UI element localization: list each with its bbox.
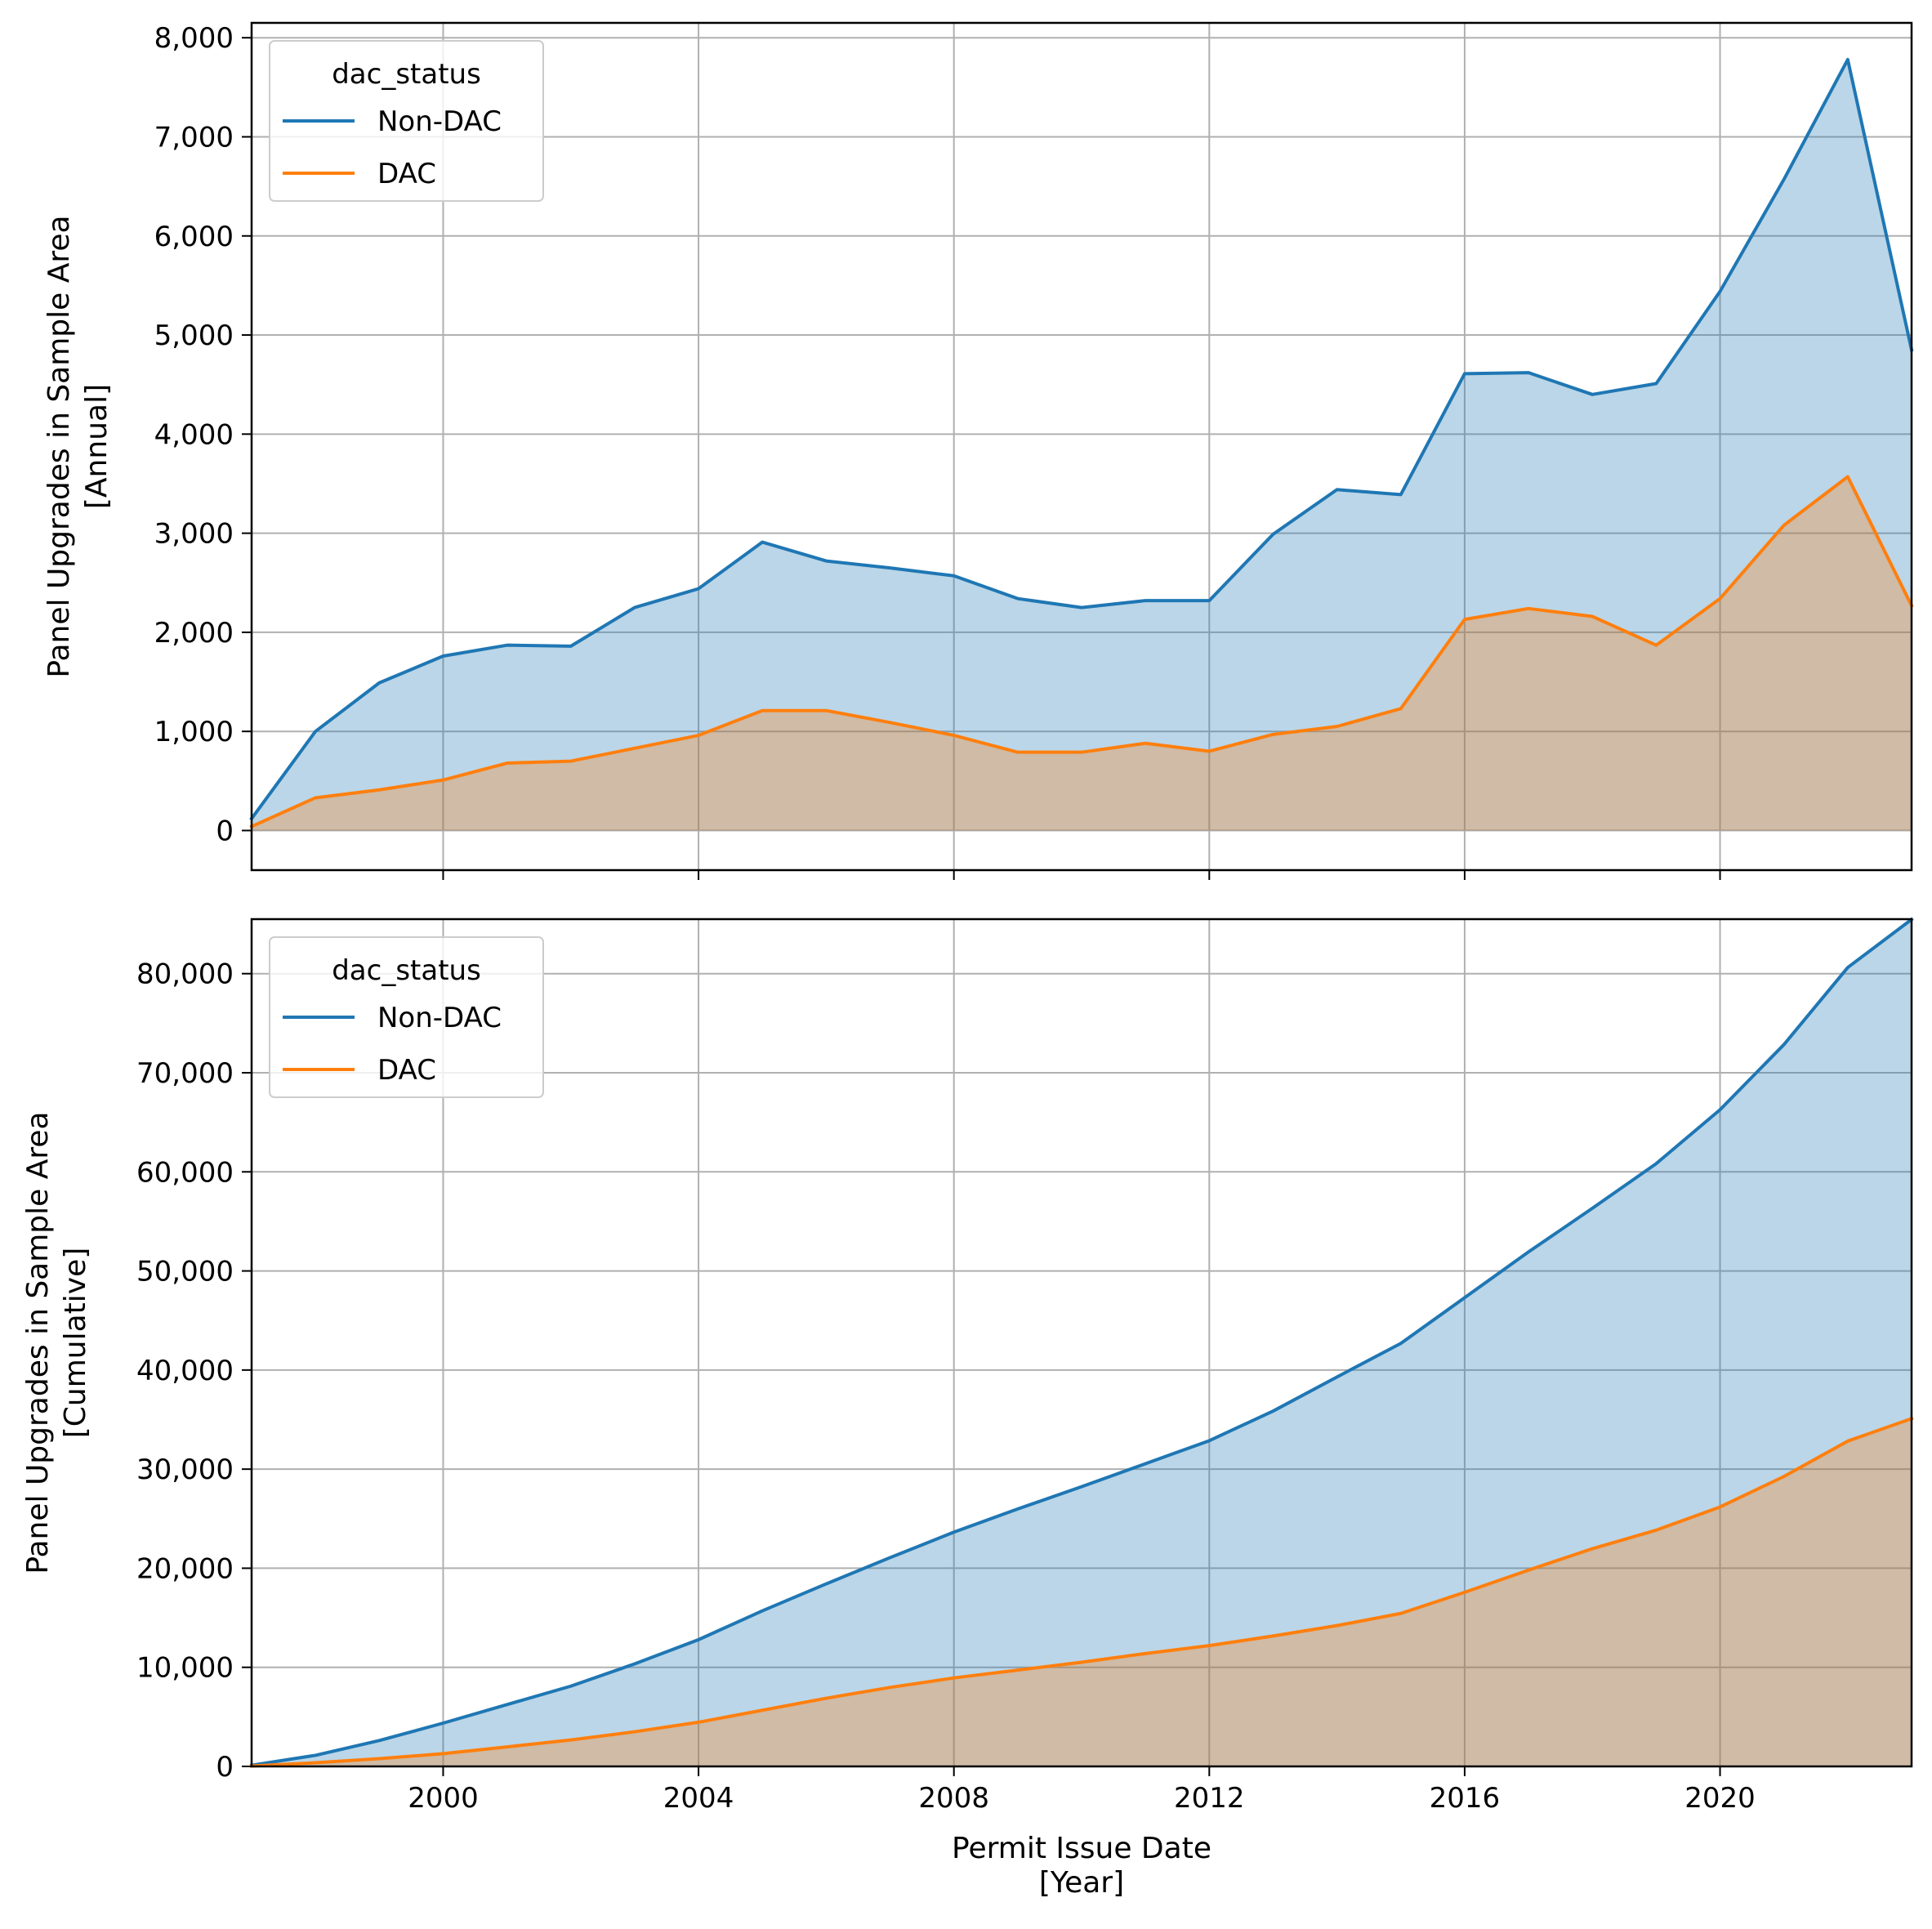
- cumulative-non-dac-line: [249, 917, 1914, 1767]
- annual-y-tick-label: 6,000: [154, 221, 234, 253]
- annual-legend-label-dac: DAC: [377, 158, 436, 190]
- cumulative-chart-panel: 0 10,000 20,000 30,000 40,000 50,000 60,000 70,…: [21, 917, 1914, 1900]
- annual-y-tick-label: 5,000: [154, 319, 234, 352]
- cumulative-x-tick-label: 2000: [408, 1782, 479, 1815]
- cumulative-y-tick-label: 50,000: [136, 1256, 234, 1288]
- cumulative-x-tick-label: 2008: [918, 1782, 989, 1815]
- annual-y-tick-label: 8,000: [154, 22, 234, 55]
- cumulative-x-tick-label: 2016: [1430, 1782, 1501, 1815]
- annual-y-tick-label: 0: [216, 815, 234, 847]
- annual-chart-panel: 0 1,000 2,000 3,000 4,000 5,000 6,000 7,000 8,00…: [42, 21, 1914, 880]
- cumulative-y-tick-label: 20,000: [136, 1552, 234, 1585]
- x-axis-label: Permit Issue Date: [952, 1832, 1211, 1865]
- cumulative-y-tick-label: 70,000: [136, 1057, 234, 1090]
- cumulative-y-tick-label: 40,000: [136, 1355, 234, 1387]
- cumulative-x-tick-label: 2020: [1684, 1782, 1756, 1815]
- cumulative-y-axis-label-unit: [Cumulative]: [59, 1248, 92, 1439]
- cumulative-legend-title: dac_status: [332, 954, 481, 987]
- cumulative-dac-area: [252, 1418, 1912, 1766]
- cumulative-legend-box: [269, 936, 544, 1098]
- cumulative-axis-ticks: 0 10,000 20,000 30,000 40,000 50,000 60,000 70,…: [136, 958, 1756, 1815]
- annual-y-tick-label: 1,000: [154, 716, 234, 748]
- cumulative-legend-label-dac: DAC: [377, 1054, 436, 1087]
- annual-dac-line: [249, 475, 1914, 829]
- annual-legend: dac_status Non-DAC DAC: [269, 40, 544, 202]
- annual-legend-label-non-dac: Non-DAC: [377, 105, 502, 138]
- cumulative-x-tick-label: 2004: [663, 1782, 734, 1815]
- cumulative-legend-label-non-dac: Non-DAC: [377, 1002, 502, 1034]
- cumulative-axes-frame: [250, 918, 1913, 1768]
- annual-axes-frame: [250, 21, 1913, 872]
- annual-legend-title: dac_status: [332, 58, 481, 91]
- cumulative-y-axis-label: Panel Upgrades in Sample Area: [21, 1111, 55, 1574]
- annual-axis-ticks: 0 1,000 2,000 3,000 4,000 5,000 6,000 7,000 8,00…: [154, 22, 1721, 880]
- annual-y-axis-label: Panel Upgrades in Sample Area: [42, 215, 76, 677]
- cumulative-non-dac-area: [252, 919, 1912, 1766]
- annual-non-dac-line: [249, 57, 1914, 821]
- cumulative-y-tick-label: 0: [216, 1751, 234, 1784]
- cumulative-x-tick-label: 2012: [1174, 1782, 1245, 1815]
- cumulative-y-tick-label: 80,000: [136, 958, 234, 991]
- annual-y-tick-label: 4,000: [154, 418, 234, 451]
- annual-grid: [252, 23, 1912, 870]
- cumulative-legend: dac_status Non-DAC DAC: [269, 936, 544, 1098]
- annual-legend-box: [269, 40, 544, 202]
- annual-y-tick-label: 3,000: [154, 518, 234, 551]
- cumulative-y-tick-label: 30,000: [136, 1453, 234, 1486]
- cumulative-y-tick-label: 60,000: [136, 1156, 234, 1189]
- annual-y-tick-label: 7,000: [154, 121, 234, 154]
- annual-y-axis-label-unit: [Annual]: [80, 384, 114, 509]
- cumulative-dac-line: [249, 1416, 1914, 1768]
- annual-non-dac-area: [252, 59, 1912, 831]
- cumulative-y-tick-label: 10,000: [136, 1652, 234, 1685]
- x-axis-label-unit: [Year]: [1039, 1866, 1124, 1900]
- annual-y-tick-label: 2,000: [154, 617, 234, 650]
